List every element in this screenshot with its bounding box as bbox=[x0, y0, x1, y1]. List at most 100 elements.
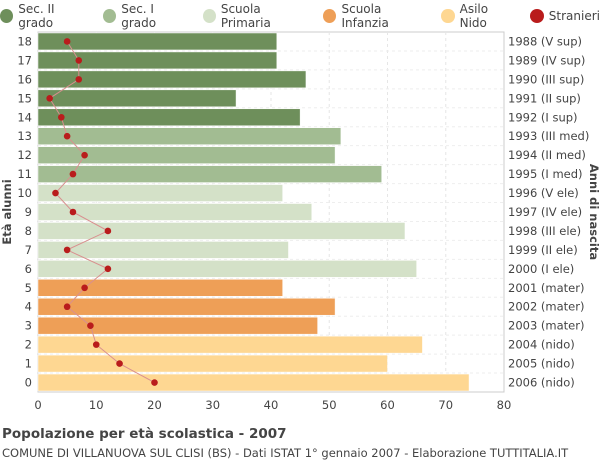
bar-age-18 bbox=[37, 32, 278, 51]
age-label-6: 6 bbox=[25, 262, 32, 276]
bar-age-14 bbox=[37, 108, 301, 126]
age-label-15: 15 bbox=[17, 91, 32, 105]
legend-item-prim: Scuola Primaria bbox=[202, 2, 310, 30]
bar-age-16 bbox=[37, 70, 307, 89]
age-label-8: 8 bbox=[25, 224, 32, 238]
legend-label-prim: Scuola Primaria bbox=[220, 2, 271, 30]
legend-swatch-sec2 bbox=[0, 9, 14, 23]
x-tick-0: 0 bbox=[34, 398, 41, 412]
stranieri-point-18 bbox=[63, 38, 71, 45]
x-tick-30: 30 bbox=[205, 398, 220, 412]
legend-swatch-stranieri bbox=[529, 9, 544, 23]
stranieri-point-11 bbox=[69, 170, 77, 178]
bar-age-12 bbox=[37, 146, 336, 164]
stranieri-point-7 bbox=[63, 246, 71, 254]
birth-year-label-11: 1995 (I med) bbox=[508, 167, 583, 181]
legend-item-sec2: Sec. II grado bbox=[0, 2, 89, 30]
stranieri-point-16 bbox=[75, 76, 83, 83]
legend-label-stranieri: Stranieri bbox=[548, 9, 600, 23]
age-label-3: 3 bbox=[25, 319, 32, 333]
stranieri-point-13 bbox=[63, 132, 71, 140]
x-tick-10: 10 bbox=[89, 398, 104, 412]
x-tick-80: 80 bbox=[497, 398, 512, 412]
legend-label-nido: Asilo Nido bbox=[459, 2, 489, 30]
stranieri-point-12 bbox=[81, 151, 88, 159]
bar-age-11 bbox=[37, 165, 382, 183]
bar-age-8 bbox=[37, 222, 406, 240]
birth-year-label-9: 1997 (IV ele) bbox=[508, 205, 582, 219]
stranieri-point-6 bbox=[104, 265, 112, 273]
bar-age-13 bbox=[37, 127, 342, 145]
bar-age-0 bbox=[37, 373, 470, 392]
bar-age-2 bbox=[37, 335, 423, 354]
stranieri-point-1 bbox=[116, 360, 123, 367]
legend-item-stranieri: Stranieri bbox=[529, 9, 600, 23]
age-label-11: 11 bbox=[17, 167, 32, 181]
bar-age-1 bbox=[37, 354, 388, 373]
legend-swatch-inf bbox=[323, 9, 337, 23]
age-label-1: 1 bbox=[25, 357, 32, 371]
age-label-13: 13 bbox=[17, 129, 32, 143]
age-label-7: 7 bbox=[25, 243, 32, 257]
stranieri-point-8 bbox=[104, 227, 112, 235]
age-label-14: 14 bbox=[17, 110, 32, 124]
stranieri-point-2 bbox=[92, 341, 100, 348]
bar-age-9 bbox=[37, 203, 313, 221]
x-tick-70: 70 bbox=[438, 398, 453, 412]
age-label-0: 0 bbox=[25, 376, 32, 390]
age-label-17: 17 bbox=[17, 53, 32, 67]
y-axis-title-left: Età alunni bbox=[0, 179, 14, 244]
bar-age-5 bbox=[37, 279, 283, 297]
x-tick-40: 40 bbox=[264, 398, 279, 412]
age-label-2: 2 bbox=[25, 338, 32, 352]
birth-year-label-3: 2003 (mater) bbox=[508, 319, 584, 333]
bar-age-6 bbox=[37, 260, 417, 278]
bar-age-17 bbox=[37, 51, 278, 70]
legend-label-sec2: Sec. II grado bbox=[18, 2, 55, 30]
x-tick-50: 50 bbox=[322, 398, 337, 412]
birth-year-label-2: 2004 (nido) bbox=[508, 338, 575, 352]
chart: 18 1988 (V sup)17 1989 (IV sup)16 1990 (III… bbox=[0, 31, 600, 412]
bar-age-4 bbox=[37, 298, 336, 316]
birth-year-label-1: 2005 (nido) bbox=[508, 357, 575, 371]
caption-title: Popolazione per età scolastica - 2007 bbox=[2, 426, 287, 442]
birth-year-label-12: 1994 (II med) bbox=[508, 148, 586, 162]
stranieri-point-17 bbox=[75, 57, 83, 64]
age-label-12: 12 bbox=[17, 148, 32, 162]
bar-age-7 bbox=[37, 241, 289, 259]
y-axis-title-right: Anni di nascita bbox=[587, 164, 600, 260]
birth-year-label-5: 2001 (mater) bbox=[508, 281, 584, 295]
age-label-18: 18 bbox=[17, 34, 32, 48]
caption-subtitle: COMUNE DI VILLANUOVA SUL CLISI (BS) - Da… bbox=[2, 446, 569, 460]
birth-year-label-10: 1996 (V ele) bbox=[508, 186, 579, 200]
stranieri-point-10 bbox=[52, 189, 59, 197]
legend-item-inf: Scuola Infanzia bbox=[323, 2, 427, 30]
stranieri-point-14 bbox=[58, 113, 65, 121]
stranieri-point-15 bbox=[46, 95, 53, 102]
legend: Sec. II grado Sec. I grado Scuola Primaria… bbox=[0, 0, 600, 32]
legend-item-nido: Asilo Nido bbox=[441, 2, 515, 30]
age-label-16: 16 bbox=[17, 72, 32, 86]
birth-year-label-14: 1992 (I sup) bbox=[508, 110, 578, 124]
stranieri-point-5 bbox=[81, 284, 88, 292]
age-label-10: 10 bbox=[17, 186, 32, 200]
legend-swatch-prim bbox=[202, 9, 216, 23]
age-label-9: 9 bbox=[25, 205, 32, 219]
birth-year-label-16: 1990 (III sup) bbox=[508, 72, 584, 86]
bar-age-3 bbox=[37, 316, 318, 335]
x-tick-60: 60 bbox=[380, 398, 395, 412]
stranieri-point-0 bbox=[151, 379, 158, 386]
stranieri-point-3 bbox=[87, 322, 94, 329]
stranieri-point-9 bbox=[69, 208, 77, 216]
legend-label-sec1: Sec. I grado bbox=[121, 2, 157, 30]
birth-year-label-13: 1993 (III med) bbox=[508, 129, 589, 143]
birth-year-label-18: 1988 (V sup) bbox=[508, 34, 582, 48]
legend-label-inf: Scuola Infanzia bbox=[341, 2, 389, 30]
x-tick-20: 20 bbox=[147, 398, 162, 412]
birth-year-label-6: 2000 (I ele) bbox=[508, 262, 574, 276]
bar-age-15 bbox=[37, 89, 237, 108]
legend-item-sec1: Sec. I grado bbox=[102, 2, 189, 30]
stranieri-point-4 bbox=[63, 303, 71, 311]
age-label-5: 5 bbox=[25, 281, 32, 295]
legend-swatch-nido bbox=[441, 9, 455, 23]
